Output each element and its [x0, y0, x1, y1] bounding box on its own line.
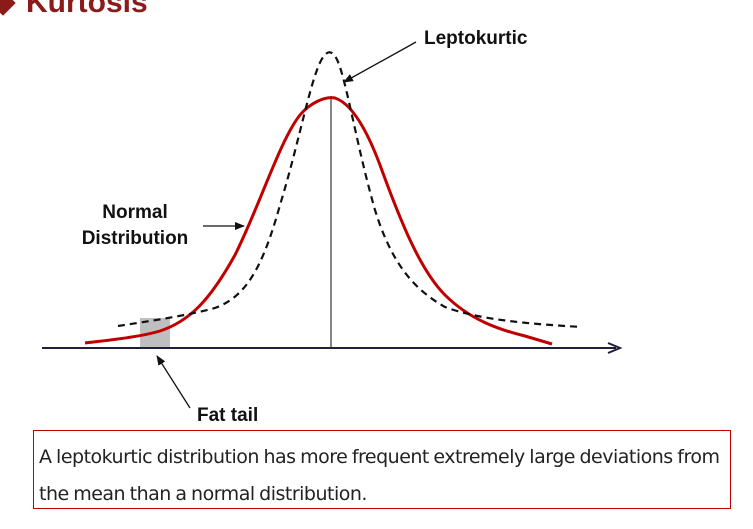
fat-tail-label: Fat tail — [197, 405, 258, 426]
slide-title: Kurtosis — [0, 0, 148, 20]
fat-tail-pointer — [156, 355, 191, 409]
normal-label-line2: Distribution — [82, 228, 189, 249]
caption-text: A leptokurtic distribution has more freq… — [39, 446, 720, 505]
leptokurtic-pointer — [343, 41, 417, 83]
x-axis-arrow-icon — [607, 342, 623, 354]
slide-title-text: Kurtosis — [26, 0, 148, 19]
leptokurtic-curve — [117, 51, 583, 329]
caption-box: A leptokurtic distribution has more freq… — [33, 430, 731, 509]
normal-label-line1: Normal — [102, 202, 167, 223]
leptokurtic-label: Leptokurtic — [424, 28, 528, 49]
